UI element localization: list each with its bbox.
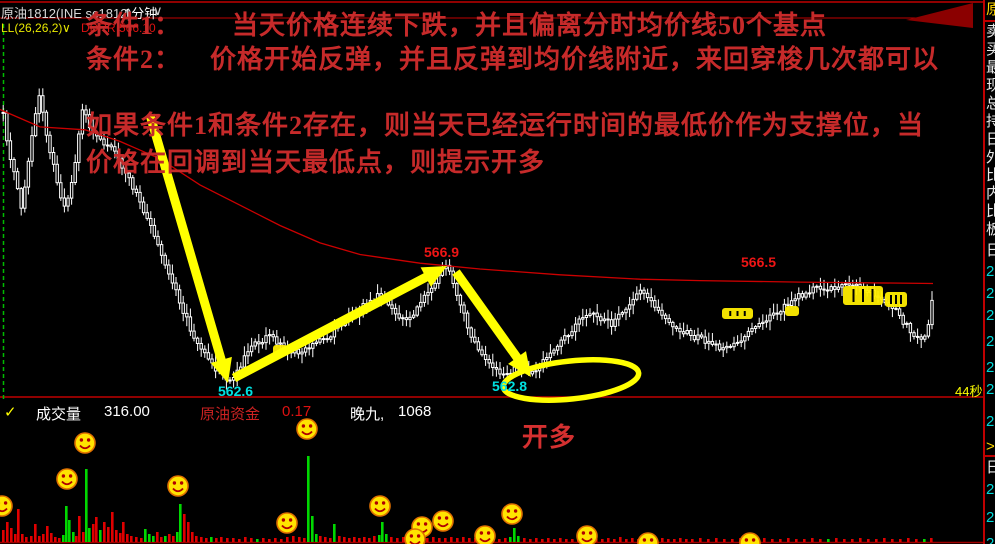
sidebar-row-clipped: 现 <box>986 78 995 93</box>
rule-text-line1: 如果条件1和条件2存在，则当天已经运行时间的最低价作为支撑位，当 <box>86 111 925 140</box>
open-long-label: 开多 <box>522 423 577 452</box>
sidebar-row-clipped: 2 <box>986 413 995 430</box>
sidebar-row-clipped: 2 <box>986 481 995 498</box>
smiley-icon <box>576 525 598 544</box>
chevron-down-icon[interactable]: ∨ <box>153 3 163 18</box>
indicator-value: DDRR 566.10 <box>81 21 156 35</box>
sidebar-row-clipped: >2 <box>986 438 995 455</box>
sidebar-row-clipped: 比 <box>986 168 995 183</box>
volume-label[interactable]: 成交量 <box>36 406 82 423</box>
sidebar-row-clipped: 比 <box>986 204 995 219</box>
condition2-text: 价格开始反弹，并且反弹到均价线附近，来回穿梭几次都可以 <box>210 45 940 74</box>
sidebar-row-clipped: 2 <box>986 285 995 302</box>
annotation-arrow <box>452 269 531 377</box>
night-session-value: 1068 <box>398 403 432 420</box>
condition1-text: 当天价格连续下跌，并且偏离分时均价线50个基点 <box>232 11 828 40</box>
sidebar-divider <box>985 455 995 457</box>
annotation-arrow <box>231 266 447 382</box>
sidebar-row-clipped: 日 <box>986 132 995 147</box>
condition2-label: 条件2： <box>86 45 182 74</box>
smiley-icon <box>474 525 496 544</box>
sidebar-divider <box>985 20 995 22</box>
annotation-ellipse <box>500 357 642 403</box>
sidebar-row-clipped: 2 <box>986 535 995 544</box>
smiley-icon <box>167 475 189 497</box>
sidebar-row-clipped: 2 <box>986 263 995 280</box>
sidebar-row-clipped: 总 <box>986 96 995 111</box>
price-label: 566.5 <box>741 254 777 270</box>
period-selector[interactable]: 1分钟 <box>124 6 158 21</box>
sidebar-row-clipped: 2 <box>986 509 995 526</box>
sidebar-row-clipped: 2 <box>986 333 995 350</box>
indicator-chevron-down-icon[interactable]: ∨ <box>62 21 71 35</box>
sidebar-row-clipped: 外 <box>986 150 995 165</box>
sidebar-row-clipped: 原 <box>986 2 995 17</box>
sidebar-row-clipped: 买 <box>986 42 995 57</box>
sidebar-row-clipped: 最 <box>986 60 995 75</box>
corner-flag-shape <box>906 3 973 28</box>
countdown-timer: 44秒 <box>955 384 983 399</box>
contract-title[interactable]: 原油1812(INE sc1812) <box>1 6 132 21</box>
sidebar-row-clipped: 2 <box>986 307 995 324</box>
smiley-icon <box>296 418 318 440</box>
sidebar-row-clipped: 持 <box>986 114 995 129</box>
sidebar-row-clipped: 内 <box>986 186 995 201</box>
sidebar-row-clipped: 2 <box>986 381 995 398</box>
condition1-label: 条件1： <box>86 11 182 40</box>
smiley-icon <box>74 432 96 454</box>
smiley-icon <box>404 528 426 544</box>
check-icon[interactable]: ✓ <box>4 404 17 421</box>
smiley-icon <box>0 495 13 517</box>
smiley-icon <box>637 532 659 544</box>
smiley-icon <box>739 532 761 544</box>
smiley-icon <box>432 510 454 532</box>
sidebar-row-clipped: 卖 <box>986 24 995 39</box>
smiley-icon <box>56 468 78 490</box>
volume-value: 316.00 <box>104 403 150 420</box>
fund-label[interactable]: 原油资金 <box>200 406 261 423</box>
annotation-arrow <box>145 113 232 383</box>
sidebar-row-clipped: 日 <box>986 460 995 475</box>
highlight-box <box>785 306 799 316</box>
rule-text-line2: 价格在回调到当天最低点，则提示开多 <box>86 148 546 177</box>
quote-sidebar-clipped[interactable]: 原卖买最现总持日外比内比板日2222222>2日222 <box>983 0 995 544</box>
average-price-line <box>0 108 934 285</box>
volume-bars <box>2 456 933 542</box>
fund-value: 0.17 <box>282 403 312 420</box>
indicator-label[interactable]: LL(26,26,2) <box>1 21 63 35</box>
sidebar-row-clipped: 2 <box>986 359 995 376</box>
sidebar-row-clipped: 日 <box>986 243 995 258</box>
sidebar-row-clipped: 板 <box>986 222 995 237</box>
smiley-icon <box>501 503 523 525</box>
night-session-label: 晚九, <box>350 406 385 423</box>
smiley-icon <box>369 495 391 517</box>
price-label: 562.8 <box>492 378 528 394</box>
price-label: 562.6 <box>218 383 254 399</box>
smiley-icon <box>276 512 298 534</box>
price-label: 566.9 <box>424 244 460 260</box>
